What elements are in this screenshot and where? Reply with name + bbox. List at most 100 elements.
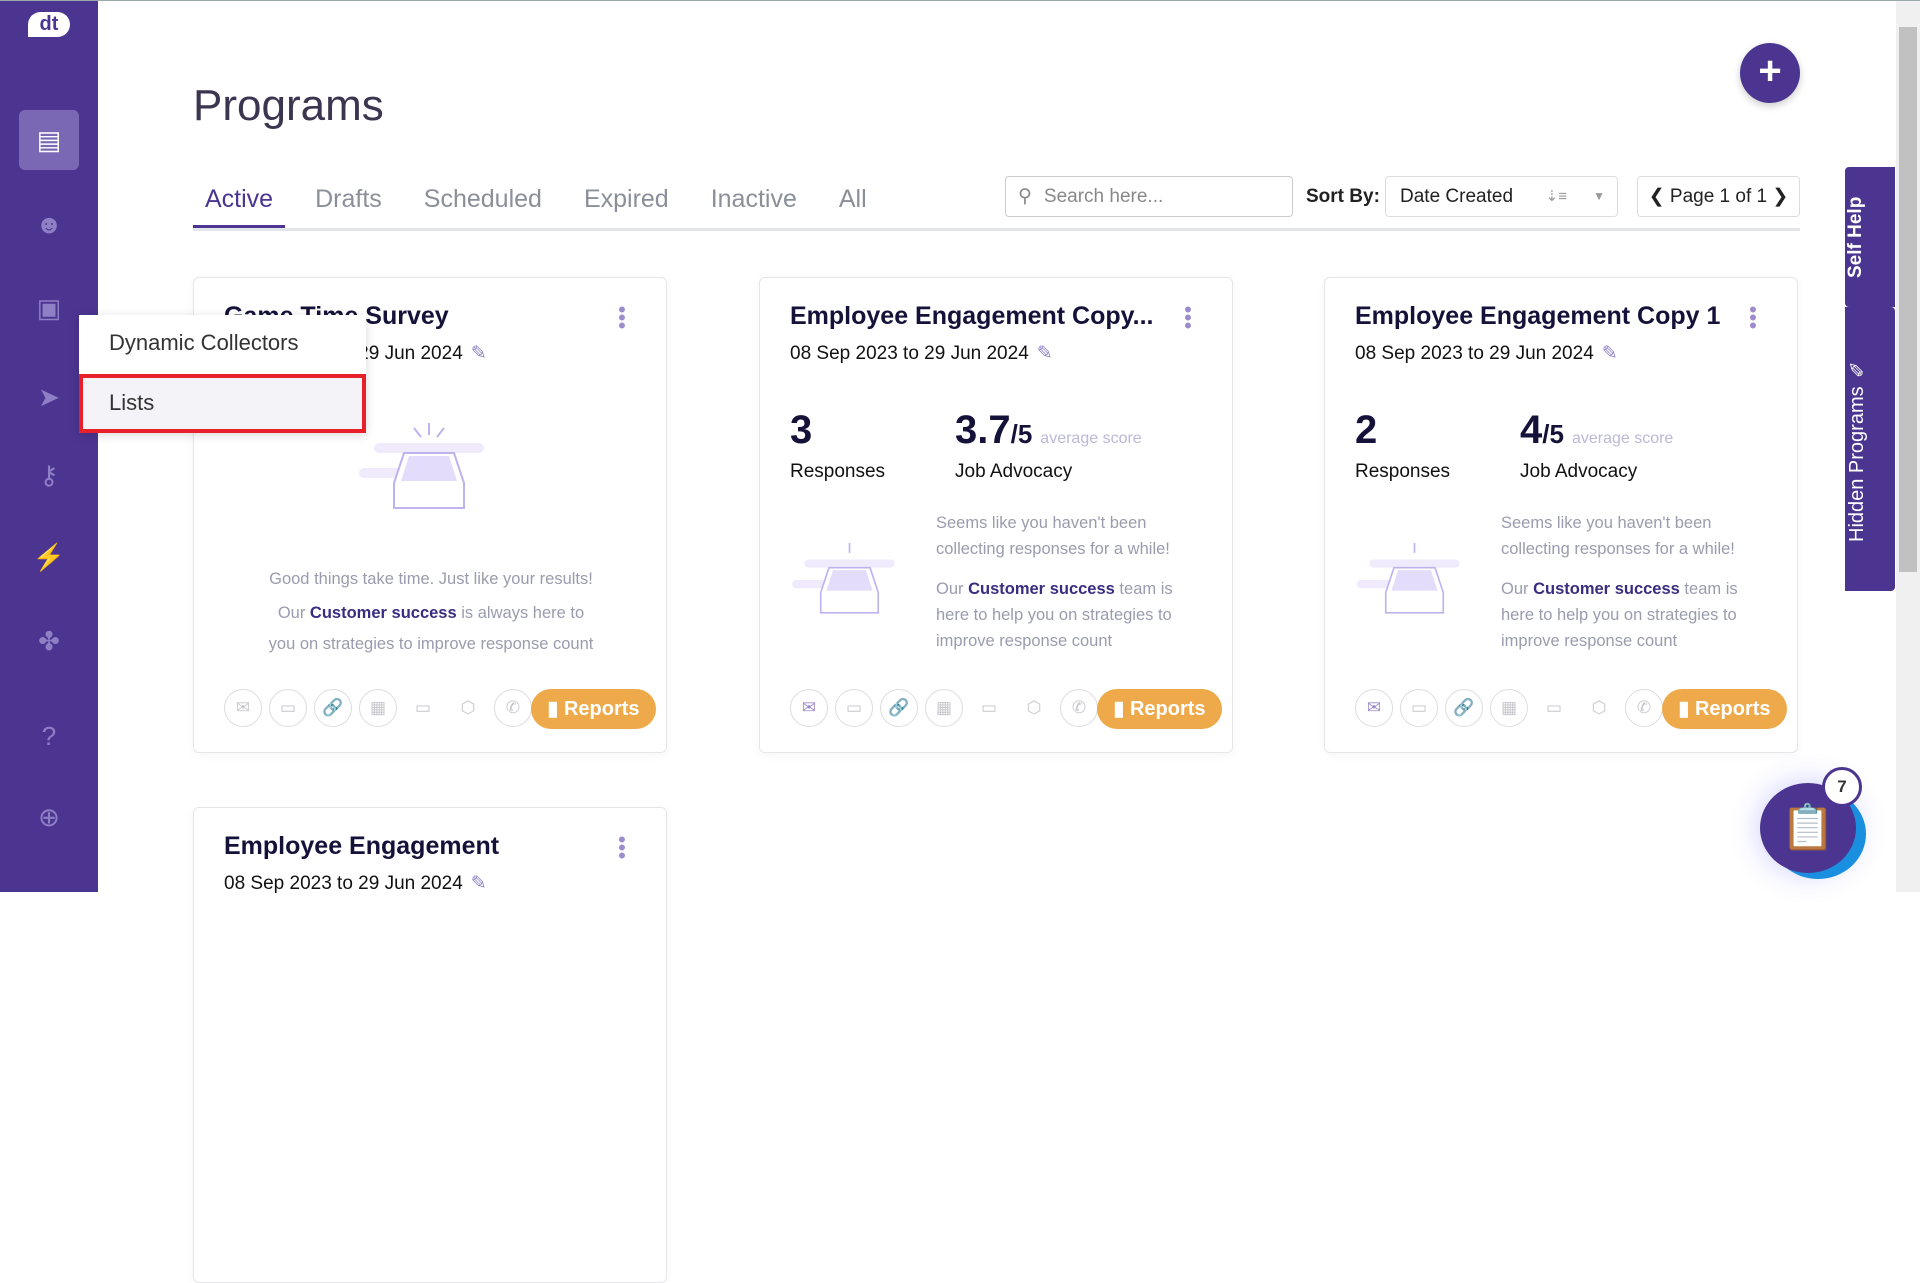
clipboard-checklist-icon: 📋 xyxy=(1780,803,1836,852)
sidebar: dt ▤ ☻ ▣ ➤ ⚷ ⚡ ✤ ? ⊕ xyxy=(0,1,98,892)
reports-button[interactable]: ▮ Reports xyxy=(1097,689,1222,729)
help-message: Our Customer success team is here to hel… xyxy=(936,580,1173,650)
help-message: Our Customer success is always here to yo… xyxy=(268,604,594,653)
bar-chart-icon: ▮ xyxy=(547,698,564,720)
tab-all[interactable]: All xyxy=(838,185,867,213)
program-card[interactable]: Employee Engagement Copy 1 • • • 08 Sep 20… xyxy=(1324,277,1798,753)
add-program-button[interactable]: + xyxy=(1740,43,1800,103)
average-score: 4/5 average score xyxy=(1520,408,1674,452)
channel-icons: ✉ ▭ 🔗 ▦ ▭ ⬡ ✆ xyxy=(1355,689,1663,727)
empty-message: Seems like you haven't been collecting r… xyxy=(1501,514,1735,558)
edit-icon[interactable]: ✎ xyxy=(470,873,487,894)
whatsapp-icon[interactable]: ✆ xyxy=(1060,689,1098,727)
hidden-programs-tab[interactable]: Hidden Programs ✎ xyxy=(1845,307,1895,591)
empty-inbox-illustration xyxy=(1357,543,1460,614)
more-options-icon[interactable]: • • • xyxy=(618,297,626,338)
scrollbar-thumb[interactable] xyxy=(1899,27,1917,572)
tab-scheduled[interactable]: Scheduled xyxy=(423,185,542,213)
nav-help-icon[interactable]: ? xyxy=(41,720,57,751)
tab-inactive[interactable]: Inactive xyxy=(710,185,797,213)
reports-button[interactable]: ▮ Reports xyxy=(1662,689,1787,729)
link-icon[interactable]: 🔗 xyxy=(880,689,918,727)
link-icon[interactable]: 🔗 xyxy=(314,689,352,727)
next-page-icon[interactable]: ❯ xyxy=(1767,186,1789,207)
email-icon[interactable]: ✉ xyxy=(224,689,262,727)
customer-success-link[interactable]: Customer success xyxy=(1533,580,1680,598)
tab-expired[interactable]: Expired xyxy=(583,185,669,213)
whatsapp-icon[interactable]: ✆ xyxy=(1625,689,1663,727)
tab-drafts[interactable]: Drafts xyxy=(315,185,382,213)
nav-key-icon[interactable]: ⚷ xyxy=(39,459,59,490)
logo[interactable]: dt xyxy=(28,12,70,37)
search-placeholder: Search here... xyxy=(1043,185,1164,207)
more-options-icon[interactable]: • • • xyxy=(1184,297,1192,338)
responses-count: 3 xyxy=(790,408,813,452)
reports-button[interactable]: ▮ Reports xyxy=(531,689,656,729)
help-message: Our Customer success team is here to hel… xyxy=(1501,580,1738,650)
sms-icon[interactable]: ▭ xyxy=(269,689,307,727)
empty-message: Seems like you haven't been collecting r… xyxy=(936,514,1170,558)
average-score: 3.7/5 average score xyxy=(955,408,1142,452)
laptop-icon[interactable]: ▭ xyxy=(1545,698,1563,717)
edit-icon[interactable]: ✎ xyxy=(470,343,487,364)
email-icon[interactable]: ✉ xyxy=(790,689,828,727)
metric-label: Job Advocacy xyxy=(955,461,1073,482)
tab-active[interactable]: Active xyxy=(193,181,286,228)
laptop-icon[interactable]: ▭ xyxy=(414,698,432,717)
nav-contacts-icon[interactable]: ☻ xyxy=(35,208,63,239)
tasks-badge: 7 xyxy=(1822,767,1862,807)
program-title[interactable]: Employee Engagement Copy... xyxy=(790,302,1154,330)
email-icon[interactable]: ✉ xyxy=(1355,689,1393,727)
more-options-icon[interactable]: • • • xyxy=(618,827,626,868)
nav-automation-icon[interactable]: ⚡ xyxy=(32,541,66,572)
program-card[interactable]: Employee Engagement Copy... • • • 08 Sep 2… xyxy=(759,277,1233,753)
edit-icon[interactable]: ✎ xyxy=(1036,343,1053,364)
sms-icon[interactable]: ▭ xyxy=(835,689,873,727)
bar-chart-icon: ▮ xyxy=(1113,698,1130,720)
bar-chart-icon: ▮ xyxy=(1678,698,1695,720)
empty-inbox-illustration xyxy=(359,423,484,509)
menu-item-dynamic-collectors[interactable]: Dynamic Collectors xyxy=(109,330,299,355)
more-options-icon[interactable]: • • • xyxy=(1749,297,1757,338)
scrollbar[interactable] xyxy=(1896,1,1920,892)
page-indicator: Page 1 of 1 xyxy=(1669,186,1768,207)
menu-item-lists[interactable]: Lists xyxy=(79,374,366,433)
program-dates: 08 Sep 2023 to 29 Jun 2024✎ xyxy=(224,873,487,894)
qr-code-icon[interactable]: ▦ xyxy=(1490,689,1528,727)
package-icon[interactable]: ⬡ xyxy=(460,698,476,717)
customer-success-link[interactable]: Customer success xyxy=(309,604,457,622)
metric-label: Job Advocacy xyxy=(1520,461,1638,482)
nav-programs-icon[interactable]: ▤ xyxy=(19,110,79,170)
sms-icon[interactable]: ▭ xyxy=(1400,689,1438,727)
responses-label: Responses xyxy=(790,461,886,482)
sort-value: Date Created xyxy=(1400,186,1514,207)
pagination: ❮ Page 1 of 1 ❯ xyxy=(1637,176,1800,217)
nav-collectors-icon[interactable]: ▣ xyxy=(36,292,62,323)
search-input[interactable]: ⚲ Search here... xyxy=(1005,176,1293,217)
sort-select[interactable]: Date Created ⇣≡ ▼ xyxy=(1385,176,1618,217)
chevron-down-icon: ▼ xyxy=(1593,189,1605,203)
whatsapp-icon[interactable]: ✆ xyxy=(494,689,532,727)
search-icon: ⚲ xyxy=(1018,186,1032,207)
sort-order-icon[interactable]: ⇣≡ xyxy=(1545,188,1567,205)
qr-code-icon[interactable]: ▦ xyxy=(925,689,963,727)
customer-success-link[interactable]: Customer success xyxy=(968,580,1115,598)
nav-integrations-icon[interactable]: ✤ xyxy=(38,625,60,656)
program-card[interactable]: Employee Engagement • • • 08 Sep 2023 to 2… xyxy=(193,807,667,1283)
nav-globe-icon[interactable]: ⊕ xyxy=(38,801,60,832)
responses-label: Responses xyxy=(1355,461,1451,482)
responses-count: 2 xyxy=(1355,408,1378,452)
package-icon[interactable]: ⬡ xyxy=(1026,698,1042,717)
program-title[interactable]: Employee Engagement Copy 1 xyxy=(1355,302,1721,330)
laptop-icon[interactable]: ▭ xyxy=(980,698,998,717)
package-icon[interactable]: ⬡ xyxy=(1591,698,1607,717)
edit-icon[interactable]: ✎ xyxy=(1601,343,1618,364)
nav-distribute-icon[interactable]: ➤ xyxy=(38,381,60,412)
channel-icons: ✉ ▭ 🔗 ▦ ▭ ⬡ ✆ xyxy=(224,689,532,727)
self-help-tab[interactable]: Self Help xyxy=(1845,167,1895,307)
collectors-menu: Dynamic Collectors Lists xyxy=(79,315,366,433)
program-title[interactable]: Employee Engagement xyxy=(224,832,500,860)
prev-page-icon[interactable]: ❮ xyxy=(1648,186,1670,207)
qr-code-icon[interactable]: ▦ xyxy=(359,689,397,727)
link-icon[interactable]: 🔗 xyxy=(1445,689,1483,727)
